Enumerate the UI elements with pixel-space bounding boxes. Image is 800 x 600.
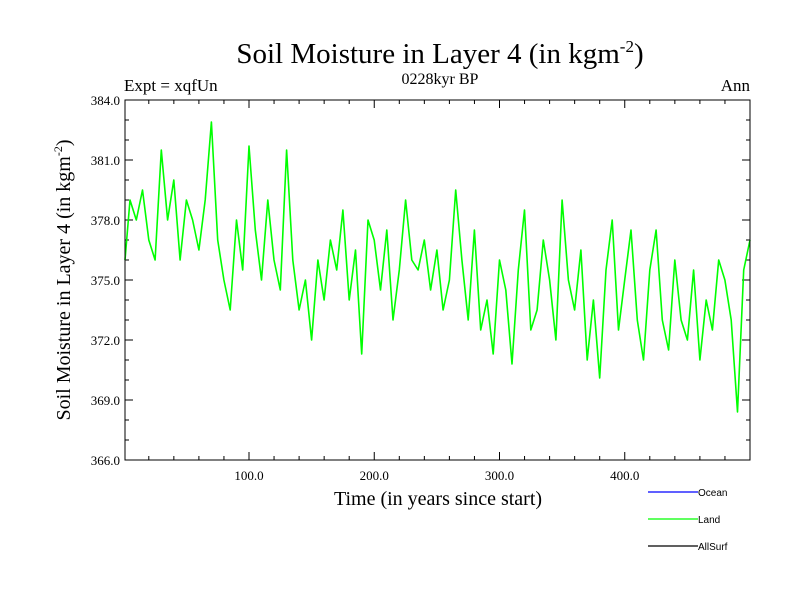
x-axis-label: Time (in years since start) xyxy=(334,488,542,510)
y-axis-label: Soil Moisture in Layer 4 (in kgm-2) xyxy=(51,139,75,420)
ticks-layer: 366.0 369.0 372.0 375.0 378.0 381.0 384.0 100.0… xyxy=(91,93,750,483)
legend-label-allsurf: AllSurf xyxy=(698,542,728,553)
experiment-label: Expt = xqfUn xyxy=(124,76,218,95)
y-axis-label-close: ) xyxy=(53,139,75,146)
legend: Ocean Land AllSurf xyxy=(648,488,728,553)
y-tick-label: 366.0 xyxy=(91,453,120,468)
series-layer xyxy=(124,121,751,413)
y-axis-label-main: Soil Moisture in Layer 4 (in kgm xyxy=(53,156,75,421)
chart-title: Soil Moisture in Layer 4 (in kgm-2) xyxy=(236,37,643,70)
series-line-land xyxy=(124,121,751,413)
x-tick-label: 200.0 xyxy=(360,468,389,483)
y-tick-label: 381.0 xyxy=(91,153,120,168)
chart-subtitle: 0228kyr BP xyxy=(402,71,479,88)
y-tick-label: 369.0 xyxy=(91,393,120,408)
legend-label-ocean: Ocean xyxy=(698,488,727,499)
y-axis-label-superscript: -2 xyxy=(51,146,65,156)
x-tick-label: 300.0 xyxy=(485,468,514,483)
chart-title-close: ) xyxy=(634,38,644,70)
chart-title-superscript: -2 xyxy=(620,37,634,56)
season-label: Ann xyxy=(721,76,751,95)
y-tick-label: 375.0 xyxy=(91,273,120,288)
chart-title-main: Soil Moisture in Layer 4 (in kgm xyxy=(236,38,620,70)
y-tick-label: 384.0 xyxy=(91,93,120,108)
x-tick-label: 100.0 xyxy=(234,468,263,483)
y-tick-label: 378.0 xyxy=(91,213,120,228)
plot-frame xyxy=(124,99,751,461)
legend-label-land: Land xyxy=(698,515,720,526)
y-tick-label: 372.0 xyxy=(91,333,120,348)
x-tick-label: 400.0 xyxy=(610,468,639,483)
